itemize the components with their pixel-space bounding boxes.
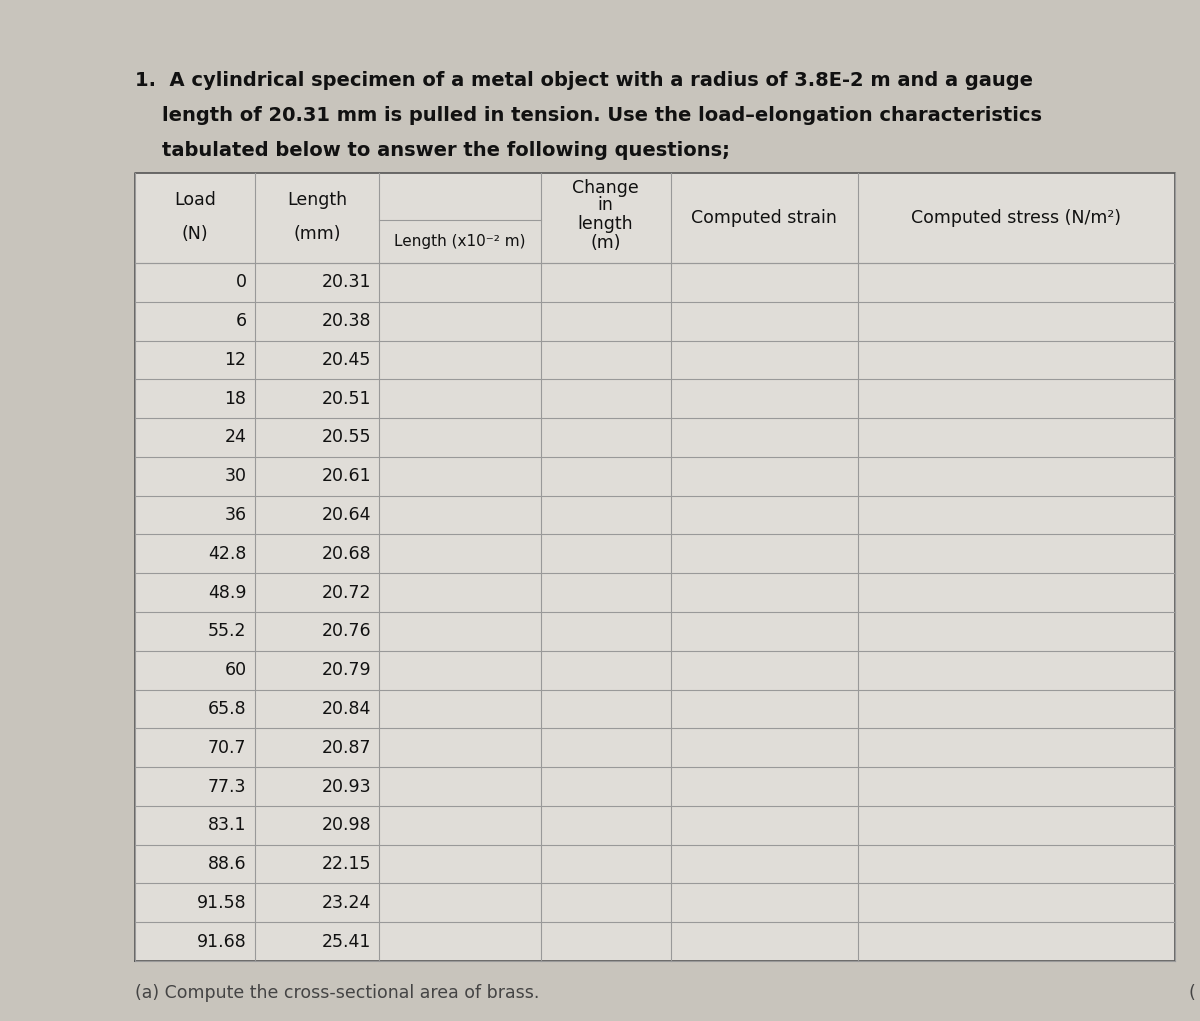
Text: in: in [598, 196, 613, 214]
Text: 83.1: 83.1 [208, 816, 247, 834]
Text: length of 20.31 mm is pulled in tension. Use the load–elongation characteristics: length of 20.31 mm is pulled in tension.… [134, 106, 1042, 125]
Text: 20.55: 20.55 [322, 429, 372, 446]
Text: 20.87: 20.87 [322, 739, 372, 757]
Bar [134, 173, 1175, 961]
Text: (m): (m) [590, 234, 620, 252]
Text: 20.31: 20.31 [322, 274, 372, 291]
Text: 30: 30 [224, 468, 247, 485]
Text: Load: Load [174, 191, 216, 209]
Text: 12: 12 [224, 351, 247, 369]
Text: 20.76: 20.76 [322, 623, 372, 640]
Text: (a) Compute the cross-sectional area of brass.: (a) Compute the cross-sectional area of … [134, 984, 539, 1002]
Text: 22.15: 22.15 [322, 855, 372, 873]
Text: Length: Length [287, 191, 347, 209]
Text: Computed strain: Computed strain [691, 209, 838, 227]
Text: 20.98: 20.98 [322, 816, 372, 834]
Text: Length (x10⁻² m): Length (x10⁻² m) [395, 234, 526, 249]
Text: 77.3: 77.3 [208, 778, 247, 795]
Text: 20.84: 20.84 [322, 700, 372, 718]
Text: 18: 18 [224, 390, 247, 407]
Text: 20.93: 20.93 [322, 778, 372, 795]
Text: 6: 6 [235, 312, 247, 330]
Text: 24: 24 [224, 429, 247, 446]
Text: 70.7: 70.7 [208, 739, 247, 757]
Text: 20.51: 20.51 [322, 390, 372, 407]
Text: 20.64: 20.64 [322, 506, 372, 524]
Text: 0: 0 [235, 274, 247, 291]
Text: 20.61: 20.61 [322, 468, 372, 485]
Text: 20.38: 20.38 [322, 312, 372, 330]
Text: 48.9: 48.9 [208, 584, 247, 601]
Text: 20.68: 20.68 [322, 545, 372, 563]
Text: 91.68: 91.68 [197, 932, 247, 951]
Text: 1.  A cylindrical specimen of a metal object with a radius of 3.8E-2 m and a gau: 1. A cylindrical specimen of a metal obj… [134, 71, 1033, 90]
Text: (mm): (mm) [293, 226, 341, 243]
Text: 88.6: 88.6 [208, 855, 247, 873]
Text: 23.24: 23.24 [322, 893, 372, 912]
Text: (: ( [1188, 984, 1195, 1002]
Text: Change: Change [572, 180, 638, 197]
Text: length: length [577, 215, 634, 234]
Text: 91.58: 91.58 [197, 893, 247, 912]
Text: 55.2: 55.2 [208, 623, 247, 640]
Text: 65.8: 65.8 [208, 700, 247, 718]
Text: 42.8: 42.8 [209, 545, 247, 563]
Text: 20.79: 20.79 [322, 662, 372, 679]
Text: 20.72: 20.72 [322, 584, 372, 601]
Text: 25.41: 25.41 [322, 932, 372, 951]
Text: Computed stress (N/m²): Computed stress (N/m²) [912, 209, 1122, 227]
Text: 36: 36 [224, 506, 247, 524]
Text: 20.45: 20.45 [322, 351, 372, 369]
Text: (N): (N) [181, 226, 208, 243]
Text: 60: 60 [224, 662, 247, 679]
Text: tabulated below to answer the following questions;: tabulated below to answer the following … [134, 141, 730, 160]
